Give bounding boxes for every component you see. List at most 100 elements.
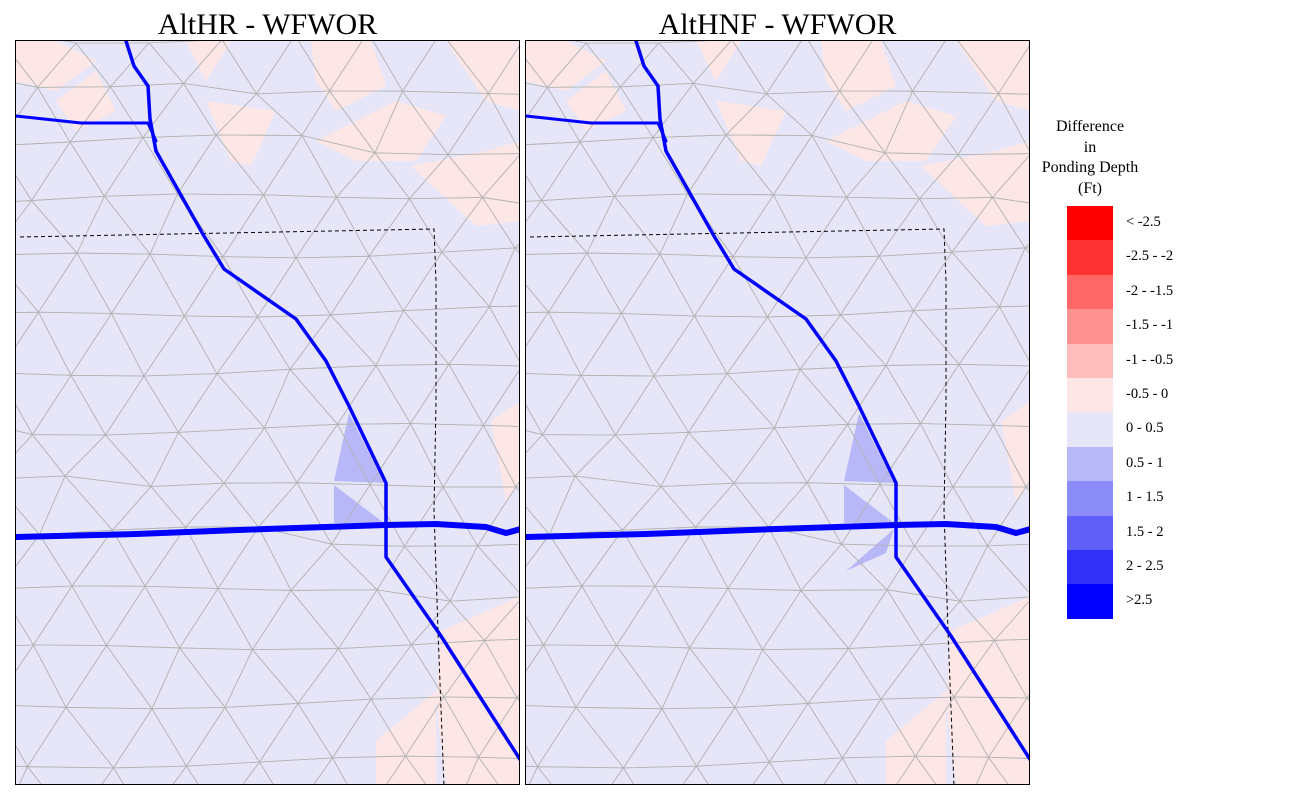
mesh-triangle	[621, 485, 697, 531]
mesh-triangle	[919, 423, 995, 488]
mesh-triangle	[176, 193, 265, 258]
mesh-triangle	[16, 434, 66, 479]
mesh-triangle	[548, 475, 624, 536]
mesh-triangle	[622, 765, 698, 784]
mesh-triangle	[76, 252, 151, 315]
mesh-triangle	[847, 588, 923, 650]
mesh-triangle	[688, 587, 764, 651]
mesh-triangle	[695, 706, 771, 767]
mesh-triangle	[109, 42, 185, 88]
mesh-triangle	[526, 644, 545, 672]
mesh-triangle	[149, 253, 224, 317]
mesh-triangle	[768, 702, 844, 763]
blue-cells	[844, 413, 894, 571]
mesh-triangle	[16, 705, 67, 768]
negative-depth-cell	[566, 71, 626, 131]
positive-depth-cell	[844, 413, 894, 483]
mesh-triangle	[991, 155, 1029, 204]
mesh-triangle	[540, 195, 616, 254]
left-map-canvas	[16, 41, 519, 784]
mesh-triangle	[409, 363, 485, 426]
mesh-triangle	[526, 284, 550, 313]
mesh-lines	[16, 41, 519, 784]
mesh-triangle	[37, 311, 113, 377]
mesh-triangle	[526, 199, 588, 255]
negative-depth-cell	[186, 41, 231, 81]
mesh-triangle	[337, 588, 413, 650]
mesh-triangle	[913, 545, 989, 602]
mesh-triangle	[823, 757, 858, 784]
mesh-triangle	[526, 252, 588, 313]
mesh-triangle	[993, 600, 1029, 641]
mesh-triangle	[103, 193, 179, 255]
mesh-triangle	[64, 475, 152, 531]
mesh-triangle	[404, 755, 480, 784]
mesh-triangle	[885, 363, 960, 425]
mesh-triangle	[529, 765, 552, 784]
mesh-triangle	[329, 310, 405, 367]
legend-swatch	[1067, 515, 1113, 550]
mesh-triangle	[614, 431, 690, 488]
mesh-triangle	[515, 486, 519, 492]
mesh-triangle	[694, 482, 770, 528]
left-map-panel[interactable]	[15, 40, 520, 785]
mesh-triangle	[768, 757, 844, 784]
negative-depth-cell	[56, 71, 116, 131]
mesh-triangle	[402, 306, 491, 365]
mesh-triangle	[290, 589, 378, 650]
mesh-triangle	[16, 252, 78, 313]
mesh-triangle	[105, 585, 181, 649]
mesh-triangle	[526, 141, 581, 202]
legend-label: -2 - -1.5	[1126, 282, 1174, 299]
mesh-triangle	[807, 647, 882, 704]
mesh-triangle	[772, 194, 848, 259]
legend-item: >2.5	[1067, 584, 1267, 619]
negative-depth-cell	[206, 101, 276, 166]
mesh-triangle	[487, 45, 519, 95]
legend-title-line: in	[1083, 138, 1097, 156]
mesh-triangle	[839, 255, 915, 316]
mesh-triangle	[542, 644, 618, 709]
mesh-triangle	[368, 198, 443, 257]
mesh-triangle	[69, 137, 144, 197]
mesh-triangle	[800, 589, 888, 650]
mesh-triangle	[183, 315, 259, 375]
mesh-triangle	[32, 644, 108, 709]
mesh-triangle	[177, 372, 266, 433]
mesh-triangle	[223, 482, 298, 528]
mesh-triangle	[654, 526, 729, 589]
mesh-triangle	[297, 647, 372, 704]
legend-title: Difference in Ponding Depth (Ft)	[1030, 117, 1150, 199]
mesh-triangle	[734, 702, 809, 763]
mesh-triangle	[694, 526, 770, 590]
mesh-triangle	[536, 766, 625, 784]
mesh-triangle	[733, 427, 808, 484]
negative-depth-cell	[311, 41, 386, 111]
mesh-triangle	[686, 193, 775, 258]
mesh-triangle	[526, 585, 583, 646]
mesh-triangle	[767, 482, 843, 545]
legend-item: -1 - -0.5	[1067, 343, 1267, 378]
mesh-triangle	[761, 589, 850, 651]
mesh-triangle	[581, 585, 656, 647]
mesh-triangle	[224, 648, 299, 708]
right-map-panel[interactable]	[525, 40, 1030, 785]
mesh-triangle	[526, 506, 551, 536]
mesh-triangle	[615, 585, 691, 649]
mesh-triangle	[185, 706, 261, 767]
mesh-triangle	[526, 311, 582, 376]
mesh-triangle	[16, 373, 72, 436]
legend-label: < -2.5	[1126, 214, 1161, 230]
mesh-triangle	[16, 615, 35, 646]
mesh-triangle	[726, 368, 801, 429]
negative-depth-cell	[826, 101, 956, 161]
legend-label: 1 - 1.5	[1126, 489, 1164, 506]
mesh-triangle	[805, 255, 880, 316]
mesh-triangle	[732, 41, 802, 95]
mesh-triangle	[16, 284, 40, 313]
mesh-triangle	[547, 252, 623, 314]
mesh-triangle	[732, 194, 807, 259]
mesh-triangle	[688, 647, 764, 709]
negative-depth-cell	[446, 41, 519, 111]
mesh-triangle	[726, 316, 801, 375]
